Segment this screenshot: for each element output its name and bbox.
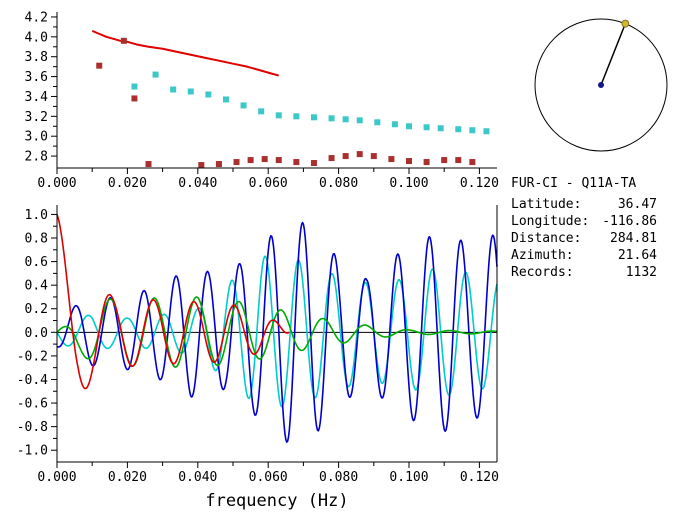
info-value: 1132 <box>625 265 657 280</box>
event-direction-dot-icon <box>621 19 630 28</box>
bottom-plot-axes <box>51 205 498 468</box>
y-tick-label: 3.8 <box>25 50 48 65</box>
station-info-panel: FUR-CI - Q11A-TA Latitude: 36.47 Longitude… <box>511 176 657 281</box>
azimuth-dial <box>534 18 668 152</box>
info-value: 21.64 <box>617 248 657 263</box>
x-tick-label: 0.040 <box>178 470 217 485</box>
station-info-row: Records: 1132 <box>511 264 657 281</box>
x-tick-label: 0.120 <box>460 176 499 191</box>
y-tick-label: -0.2 <box>17 349 48 364</box>
reference-dispersion-curve <box>91 29 280 77</box>
y-tick-label: 3.2 <box>25 110 48 125</box>
y-tick-label: 3.0 <box>25 130 48 145</box>
x-tick-label: 0.080 <box>319 176 358 191</box>
info-value: -116.86 <box>602 214 657 229</box>
phase-velocity-measurements <box>96 37 476 169</box>
x-tick-label: 0.040 <box>178 176 217 191</box>
station-info-row: Azimuth: 21.64 <box>511 247 657 264</box>
y-tick-label: 0.4 <box>25 279 49 294</box>
y-tick-label: 0.0 <box>25 326 48 341</box>
x-tick-label: 0.120 <box>460 470 499 485</box>
x-tick-label: 0.000 <box>37 470 76 485</box>
info-label: Records: <box>511 265 574 280</box>
y-tick-label: 0.2 <box>25 302 48 317</box>
info-value: 284.81 <box>610 231 657 246</box>
station-info-row: Latitude: 36.47 <box>511 196 657 213</box>
x-tick-label: 0.100 <box>389 176 428 191</box>
y-tick-label: 1.0 <box>25 208 48 223</box>
cross-spectrum-cyan <box>56 255 498 408</box>
info-label: Longitude: <box>511 214 590 229</box>
y-tick-label: 0.6 <box>25 255 48 270</box>
station-info-row: Distance: 284.81 <box>511 230 657 247</box>
station-pair-title: FUR-CI - Q11A-TA <box>511 176 637 191</box>
station-center-dot-icon <box>598 82 604 88</box>
x-tick-label: 0.020 <box>108 470 147 485</box>
top-plot: 0.000 0.020 0.040 0.060 0.080 0.100 0.120 2.8 3.… <box>25 10 499 191</box>
info-value: 36.47 <box>617 197 657 212</box>
x-tick-label: 0.060 <box>249 470 288 485</box>
y-tick-label: 3.4 <box>25 90 49 105</box>
station-info-row: Longitude: -116.86 <box>511 213 657 230</box>
y-tick-label: 2.8 <box>25 150 48 165</box>
info-label: Latitude: <box>511 197 582 212</box>
azimuth-circle <box>534 18 668 152</box>
y-tick-label: -0.4 <box>17 373 48 388</box>
x-tick-label: 0.020 <box>108 176 147 191</box>
y-tick-label: 4.2 <box>25 10 48 25</box>
x-tick-label: 0.060 <box>249 176 288 191</box>
correlation-red <box>56 214 290 390</box>
x-tick-label: 0.080 <box>319 470 358 485</box>
info-label: Azimuth: <box>511 248 574 263</box>
y-tick-label: -0.8 <box>17 420 48 435</box>
group-velocity-measurements <box>131 71 490 135</box>
y-tick-label: -0.6 <box>17 397 48 412</box>
azimuth-line <box>600 23 627 86</box>
x-tick-label: 0.100 <box>389 470 428 485</box>
x-axis-label: frequency (Hz) <box>205 491 348 511</box>
bottom-plot: 0.000 0.020 0.040 0.060 0.080 0.100 0.120 -1.0 -… <box>17 205 499 511</box>
y-tick-label: 4.0 <box>25 30 48 45</box>
y-tick-label: 3.6 <box>25 70 48 85</box>
top-plot-axes <box>51 12 497 174</box>
y-tick-label: 0.8 <box>25 232 48 247</box>
info-label: Distance: <box>511 231 582 246</box>
y-tick-label: -1.0 <box>17 444 48 459</box>
station-info-rows: Latitude: 36.47 Longitude: -116.86 Distance:… <box>511 196 657 281</box>
x-tick-label: 0.000 <box>37 176 76 191</box>
